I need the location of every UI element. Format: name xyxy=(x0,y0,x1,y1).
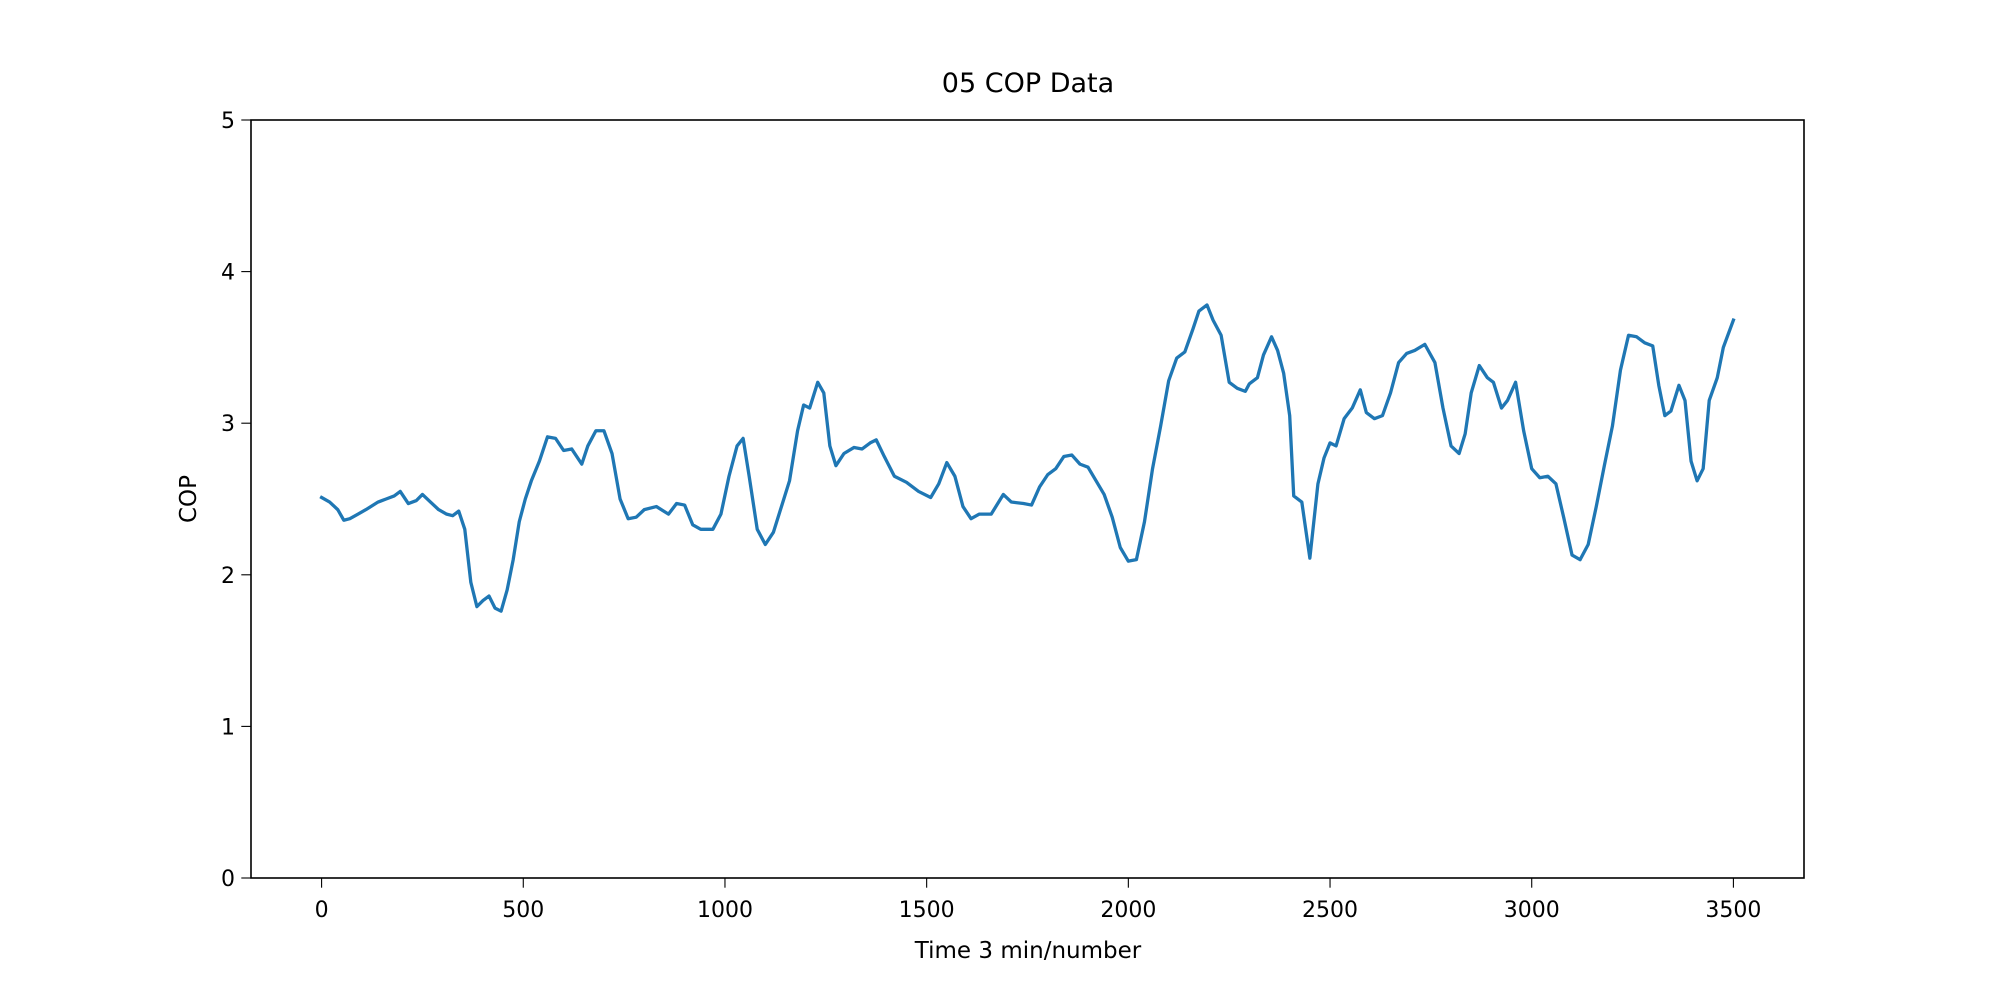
chart-title: 05 COP Data xyxy=(942,68,1114,99)
y-tick-label: 3 xyxy=(221,412,235,437)
x-axis-label: Time 3 min/number xyxy=(914,938,1142,964)
x-tick-label: 500 xyxy=(502,898,544,923)
y-axis-label: COP xyxy=(176,475,202,523)
x-tick-label: 1000 xyxy=(697,898,753,923)
plot-frame xyxy=(250,119,1805,879)
x-tick-label: 3500 xyxy=(1705,898,1761,923)
y-tick-label: 2 xyxy=(221,564,235,589)
x-tick-label: 0 xyxy=(315,898,329,923)
data-line xyxy=(319,303,1736,613)
x-tick-label: 2000 xyxy=(1100,898,1156,923)
y-tick-label: 5 xyxy=(221,109,235,134)
x-tick-label: 3000 xyxy=(1504,898,1560,923)
x-tick-label: 2500 xyxy=(1302,898,1358,923)
y-tick-label: 0 xyxy=(221,867,235,892)
y-tick-label: 4 xyxy=(221,261,235,286)
x-tick-label: 1500 xyxy=(899,898,955,923)
y-tick-label: 1 xyxy=(221,715,235,740)
